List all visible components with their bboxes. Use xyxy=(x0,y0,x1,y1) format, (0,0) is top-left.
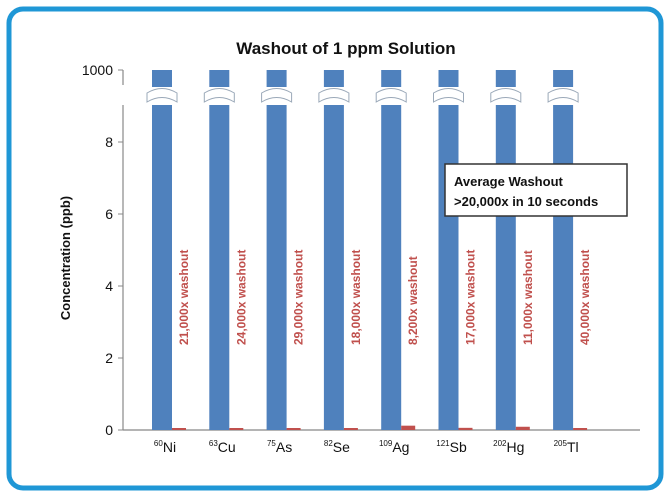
axis-break-mark xyxy=(490,88,522,103)
bar-primary-lower xyxy=(323,105,344,430)
x-tick-label: 82Se xyxy=(324,439,350,455)
bar-primary-lower xyxy=(152,105,172,430)
bar-data-label: 24,000x washout xyxy=(234,250,248,345)
x-tick-label: 121Sb xyxy=(436,439,467,455)
y-tick-label: 2 xyxy=(105,350,113,366)
x-tick-label: 60Ni xyxy=(154,439,176,455)
x-tick-label: 202Hg xyxy=(493,439,524,455)
axis-break-mark xyxy=(433,88,464,103)
x-tick-label: 63Cu xyxy=(209,439,236,455)
axis-break-mark xyxy=(318,88,350,103)
axis-break-mark xyxy=(146,88,178,103)
bar-primary-lower xyxy=(495,105,516,430)
bar-washout xyxy=(343,428,358,430)
axis-break-mark xyxy=(375,88,407,103)
y-tick-label: 8 xyxy=(105,134,113,150)
bar-washout xyxy=(401,425,416,430)
axis-break-mark xyxy=(261,88,293,103)
chart-title: Washout of 1 ppm Solution xyxy=(236,39,455,58)
x-tick-label: 75As xyxy=(267,439,292,455)
bar-data-label: 40,000x washout xyxy=(578,250,592,345)
bar-washout xyxy=(286,428,301,430)
bar-primary-lower xyxy=(381,105,402,430)
bar-washout xyxy=(515,426,530,430)
bar-primary-upper xyxy=(553,70,574,87)
annotation-box xyxy=(444,163,628,217)
bar-washout xyxy=(458,427,473,430)
bar-washout xyxy=(573,428,588,430)
bar-primary-lower xyxy=(266,105,287,430)
bar-data-label: 18,000x washout xyxy=(349,250,363,345)
bar-primary-upper xyxy=(152,70,172,87)
washout-annotation: Average Washout >20,000x in 10 seconds xyxy=(444,163,628,217)
bar-primary-upper xyxy=(381,70,402,87)
bar-primary-upper xyxy=(323,70,344,87)
bar-primary-upper xyxy=(209,70,230,87)
bar-primary-lower xyxy=(438,105,459,430)
bar-data-label: 29,000x washout xyxy=(292,250,306,345)
bar-data-label: 17,000x washout xyxy=(464,250,478,345)
bar-washout xyxy=(172,428,186,430)
axis-break-mark xyxy=(203,88,235,103)
y-axis-label: Concentration (ppb) xyxy=(58,196,73,320)
bar-primary-upper xyxy=(438,70,459,87)
bar-washout xyxy=(229,428,244,430)
bar-primary-lower xyxy=(553,105,574,430)
bar-data-label: 8,200x washout xyxy=(406,256,420,345)
axis-break-mark xyxy=(547,88,579,103)
annotation-line2: >20,000x in 10 seconds xyxy=(454,194,598,209)
x-tick-label: 205Tl xyxy=(554,439,579,455)
x-tick-label: 109Ag xyxy=(379,439,409,455)
annotation-line1: Average Washout xyxy=(454,174,564,189)
bar-primary-lower xyxy=(209,105,230,430)
y-tick-label: 4 xyxy=(105,278,113,294)
bar-primary-upper xyxy=(266,70,287,87)
bar-data-label: 11,000x washout xyxy=(521,250,535,345)
y-tick-label: 6 xyxy=(105,206,113,222)
y-tick-label: 0 xyxy=(105,422,113,438)
y-tick-label: 1000 xyxy=(82,62,113,78)
bar-primary-upper xyxy=(495,70,516,87)
bar-data-label: 21,000x washout xyxy=(177,250,191,345)
